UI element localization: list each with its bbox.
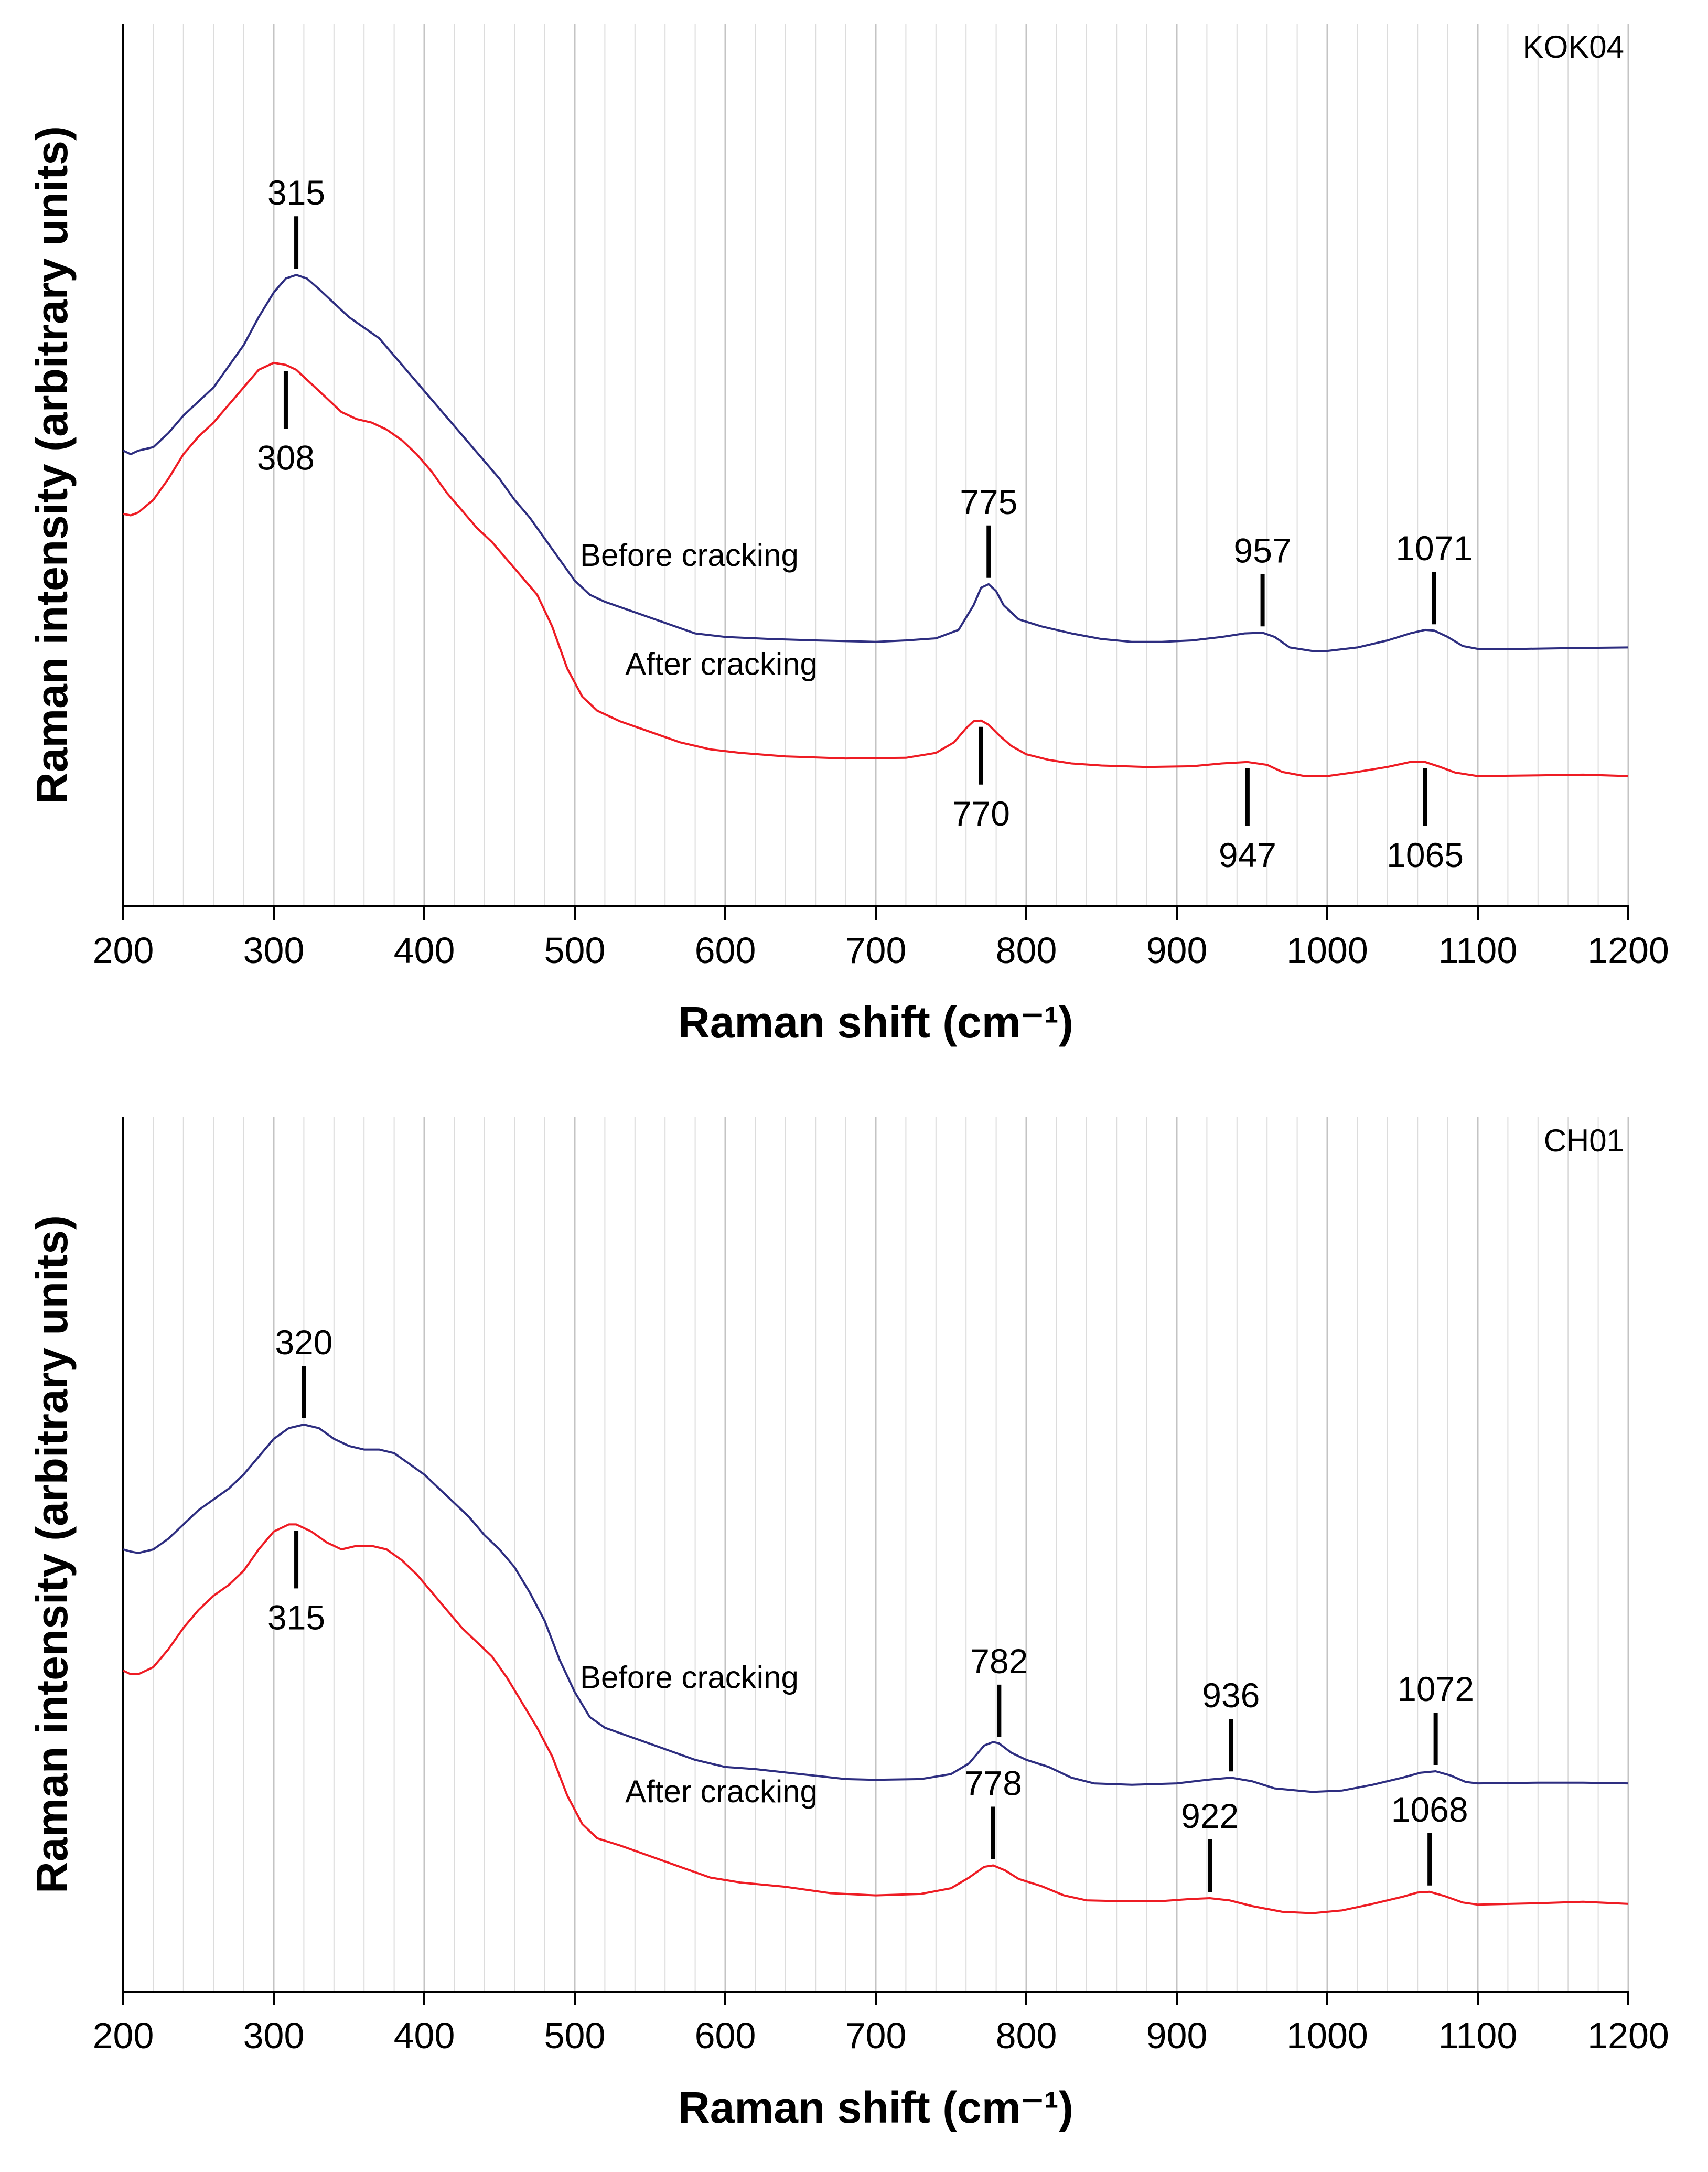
peak-label: 782 — [970, 1642, 1028, 1681]
peak-label: 936 — [1202, 1676, 1260, 1715]
peak-label: 315 — [267, 173, 325, 212]
chart-panel-2: 200 300 400 500 600 700 800 900 1000 1100 1200 Rama… — [27, 1117, 1669, 2132]
sample-label: KOK04 — [1523, 29, 1624, 65]
after-cracking-label: After cracking — [625, 647, 818, 682]
x-axis-title: Raman shift (cm⁻¹) — [678, 2083, 1073, 2132]
gridlines — [153, 1117, 1629, 1992]
y-axis-title: Raman intensity (arbitrary units) — [27, 1215, 77, 1893]
x-tick-label: 400 — [394, 2015, 455, 2056]
peak-label: 922 — [1181, 1796, 1239, 1835]
after-cracking-line — [123, 1523, 1629, 1914]
chart-panel-1: 200 300 400 500 600 700 800 900 1000 1100 1200 Rama… — [27, 24, 1669, 1047]
x-axis-title: Raman shift (cm⁻¹) — [678, 998, 1073, 1047]
x-tick-label: 900 — [1146, 2015, 1208, 2056]
x-tick-label: 300 — [243, 930, 305, 971]
sample-label: CH01 — [1544, 1123, 1624, 1158]
x-tick-label: 200 — [93, 2015, 154, 2056]
x-tick-label: 1100 — [1438, 930, 1518, 971]
gridlines — [153, 24, 1629, 906]
after-cracking-label: After cracking — [625, 1774, 818, 1809]
x-tick-label: 1000 — [1286, 930, 1368, 971]
x-tick-label: 600 — [695, 2015, 756, 2056]
x-tick-label: 800 — [996, 2015, 1057, 2056]
peak-label: 1072 — [1397, 1670, 1474, 1708]
peak-label: 320 — [275, 1323, 332, 1362]
x-tick-label: 800 — [996, 930, 1057, 971]
peak-label: 1065 — [1387, 836, 1464, 874]
x-tick-label: 400 — [394, 930, 455, 971]
x-tick-label: 200 — [93, 930, 154, 971]
peak-label: 770 — [952, 794, 1010, 833]
before-cracking-line — [123, 274, 1629, 652]
x-tick-label: 500 — [544, 930, 606, 971]
x-tick-label: 1200 — [1587, 930, 1669, 971]
x-tick-label: 300 — [243, 2015, 305, 2056]
peak-label: 957 — [1234, 531, 1292, 570]
x-tick-label: 700 — [845, 2015, 907, 2056]
peak-label: 778 — [964, 1763, 1022, 1802]
x-tick-label: 1100 — [1438, 2015, 1518, 2056]
x-tick-label: 900 — [1146, 930, 1208, 971]
peak-label: 775 — [960, 483, 1017, 521]
before-cracking-line — [123, 1424, 1629, 1793]
before-cracking-label: Before cracking — [580, 538, 799, 573]
peak-label: 1068 — [1391, 1790, 1468, 1829]
x-tick-label: 700 — [845, 930, 907, 971]
x-tick-label: 600 — [695, 930, 756, 971]
x-tick-label: 1200 — [1587, 2015, 1669, 2056]
before-cracking-label: Before cracking — [580, 1660, 799, 1695]
x-tick-label: 1000 — [1286, 2015, 1368, 2056]
peak-label: 1071 — [1395, 529, 1473, 568]
peak-label: 315 — [267, 1598, 325, 1636]
peak-label: 947 — [1219, 836, 1276, 874]
after-cracking-line — [123, 361, 1629, 777]
x-tick-label: 500 — [544, 2015, 606, 2056]
peak-label: 308 — [257, 438, 315, 477]
y-axis-title: Raman intensity (arbitrary units) — [27, 126, 77, 804]
